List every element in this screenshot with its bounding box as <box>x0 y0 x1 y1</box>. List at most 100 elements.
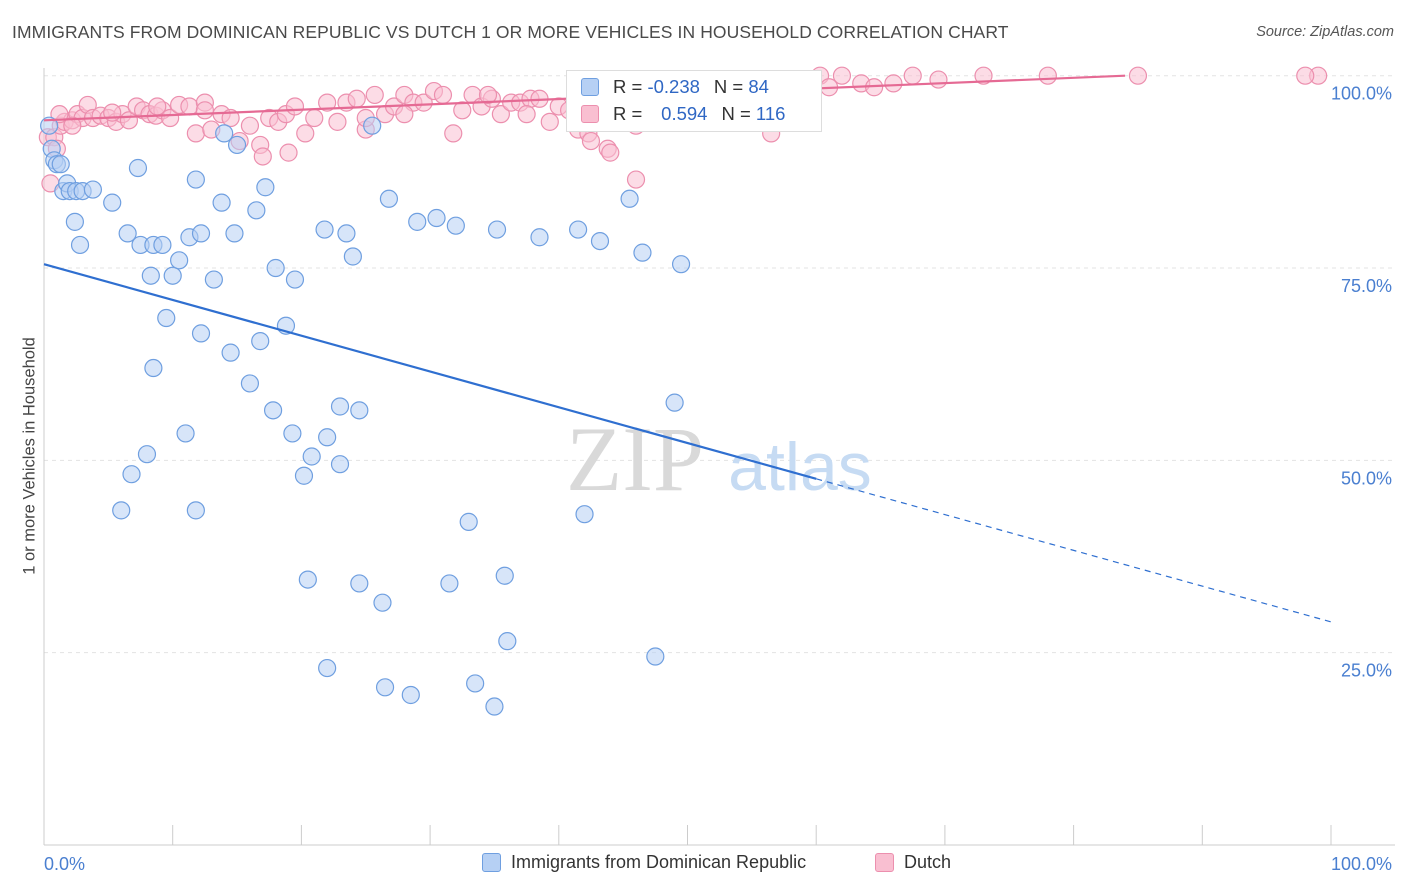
point-dutch <box>433 85 453 105</box>
point-dutch <box>305 108 324 128</box>
point-dutch <box>478 85 498 105</box>
point-dominican <box>118 224 137 243</box>
stats-legend: R = -0.238 N = 84 R = 0.594 N = 116 <box>566 70 822 132</box>
point-dominican <box>575 505 594 524</box>
point-dutch <box>328 112 347 131</box>
point-dominican <box>191 324 211 343</box>
point-dominican <box>363 116 382 135</box>
point-dutch <box>601 143 620 162</box>
point-dominican <box>227 135 247 155</box>
point-dominican <box>485 697 504 716</box>
n-value: 116 <box>755 103 786 124</box>
point-dominican <box>315 220 334 239</box>
y-tick-label: 50.0% <box>1341 468 1392 488</box>
point-dutch <box>453 101 472 120</box>
point-dominican <box>337 224 356 243</box>
point-dominican <box>65 212 84 231</box>
point-dominican <box>283 424 302 443</box>
y-tick-label: 25.0% <box>1341 661 1392 681</box>
point-dominican <box>375 678 395 697</box>
point-dominican <box>137 445 157 464</box>
point-dominican <box>157 308 176 328</box>
point-dutch <box>180 97 199 116</box>
axes <box>43 68 1395 846</box>
point-dominican <box>256 178 275 197</box>
point-dominican <box>350 401 369 420</box>
point-dutch <box>195 101 214 120</box>
point-dutch <box>626 170 646 189</box>
point-dutch <box>1128 66 1148 85</box>
point-dutch <box>414 93 433 112</box>
legend-item-dominican[interactable]: Immigrants from Dominican Republic <box>482 852 806 873</box>
point-dominican <box>440 574 459 593</box>
legend-label-dutch: Dutch <box>904 852 952 872</box>
point-dutch <box>903 66 922 85</box>
gridlines <box>44 75 1395 654</box>
legend-label-dominican: Immigrants from Dominican Republic <box>511 852 807 872</box>
point-dutch <box>884 74 903 93</box>
point-dominican <box>247 201 266 220</box>
n-label: N = <box>721 103 751 124</box>
y-tick-label: 75.0% <box>1341 276 1392 296</box>
point-dominican <box>251 332 270 351</box>
point-dominican <box>141 266 160 285</box>
point-dominican <box>221 343 240 362</box>
point-dominican <box>128 158 148 178</box>
trend-line-dominican-extension <box>816 478 1332 623</box>
point-dutch <box>347 89 366 108</box>
point-dominican <box>191 224 211 243</box>
point-dutch <box>832 66 852 85</box>
point-dominican <box>170 251 189 270</box>
data-points <box>38 66 1328 716</box>
point-dutch <box>279 143 298 162</box>
y-tick-label: 100.0% <box>1331 84 1392 104</box>
point-dutch <box>365 85 384 105</box>
point-dominican <box>122 465 141 484</box>
point-dominican <box>408 212 427 231</box>
point-dutch <box>161 108 180 128</box>
x-tick-label-max: 100.0% <box>1331 854 1392 874</box>
n-label: N = <box>713 76 744 97</box>
point-dominican <box>225 224 244 243</box>
point-dominican <box>401 685 420 705</box>
point-dominican <box>318 658 337 678</box>
point-dominican <box>83 180 103 199</box>
r-value: 0.594 <box>661 103 708 124</box>
stats-swatch-dutch <box>581 105 599 123</box>
point-dominican <box>176 424 195 443</box>
r-label: R = <box>613 103 643 124</box>
point-dominican <box>379 189 399 208</box>
point-dominican <box>446 216 465 235</box>
point-dominican <box>633 243 652 262</box>
point-dominican <box>373 593 392 612</box>
watermark-atlas: atlas <box>728 429 872 505</box>
point-dutch <box>517 105 536 124</box>
point-dominican <box>103 193 122 212</box>
point-dominican <box>427 208 446 228</box>
stats-row-dominican: R = -0.238 N = 84 <box>581 75 769 99</box>
point-dominican <box>263 401 283 420</box>
point-dominican <box>51 155 70 174</box>
point-dominican <box>144 358 163 378</box>
point-dominican <box>153 235 172 255</box>
point-dutch <box>444 124 463 143</box>
point-dominican <box>163 266 182 285</box>
point-dominican <box>330 455 350 474</box>
legend-item-dutch[interactable]: Dutch <box>875 852 951 873</box>
point-dutch <box>929 70 948 89</box>
point-dominican <box>318 428 337 447</box>
point-dominican <box>495 566 514 585</box>
point-dutch <box>318 93 337 112</box>
point-dominican <box>466 674 485 693</box>
point-dutch <box>285 97 305 116</box>
point-dominican <box>266 258 285 278</box>
point-dutch <box>296 124 315 143</box>
point-dominican <box>590 231 610 251</box>
point-dutch <box>253 147 272 166</box>
x-tick-label-min: 0.0% <box>44 854 85 874</box>
point-dominican <box>240 374 260 393</box>
chart-title: IMMIGRANTS FROM DOMINICAN REPUBLIC VS DU… <box>12 22 1009 42</box>
point-dominican <box>671 255 691 274</box>
point-dominican <box>112 501 131 520</box>
point-dutch <box>240 116 260 135</box>
